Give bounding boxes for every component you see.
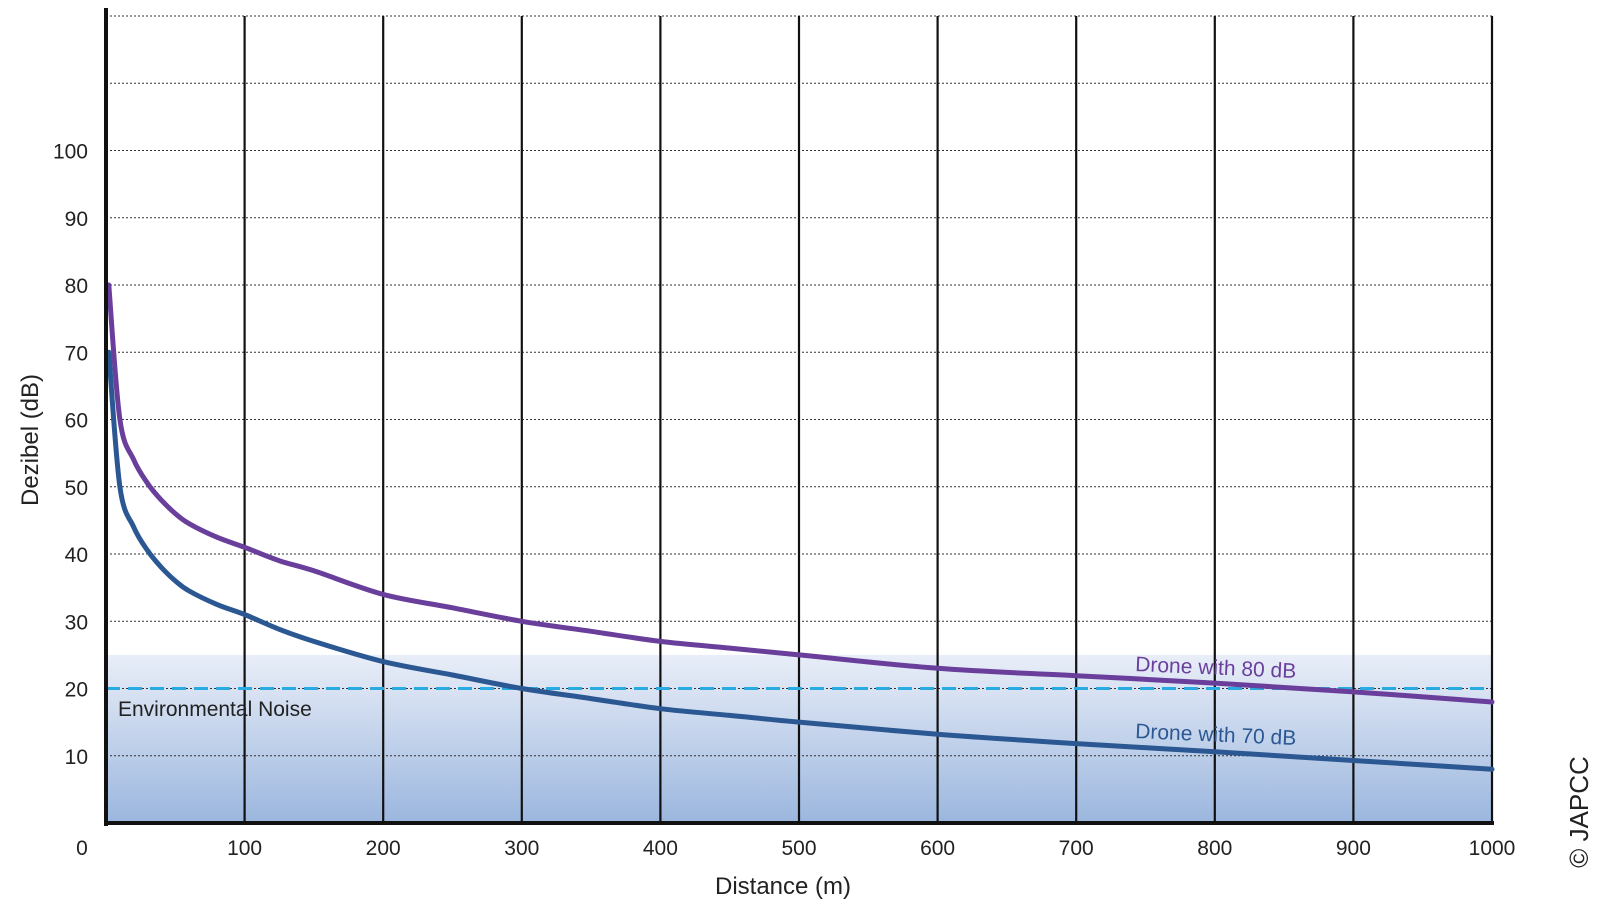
x-tick-label: 400 [643,837,678,860]
x-tick-label: 700 [1059,837,1094,860]
series-line-1 [106,349,1495,772]
environmental-noise-label: Environmental Noise [118,698,312,721]
y-axis-title: Dezibel (dB) [17,374,44,506]
copyright-credit: © JAPCC [1564,756,1594,868]
x-tick-label: 0 [76,837,88,860]
y-tick-label: 70 [65,342,88,365]
y-tick-label: 10 [65,746,88,769]
x-tick-label: 500 [781,837,816,860]
y-tick-label: 80 [65,275,88,298]
x-tick-label: 1000 [1469,837,1516,860]
x-tick-label: 900 [1336,837,1371,860]
x-tick-label: 600 [920,837,955,860]
x-tick-label: 200 [366,837,401,860]
y-tick-label: 50 [65,477,88,500]
y-tick-label: 30 [65,611,88,634]
x-tick-label: 100 [227,837,262,860]
series-line-0 [106,282,1495,705]
y-tick-label: 20 [65,679,88,702]
y-tick-label: 100 [53,141,88,164]
x-tick-label: 300 [504,837,539,860]
y-tick-label: 90 [65,208,88,231]
x-tick-label: 800 [1197,837,1232,860]
y-tick-label: 40 [65,544,88,567]
y-tick-label: 60 [65,410,88,433]
x-axis-title: Distance (m) [715,873,851,900]
